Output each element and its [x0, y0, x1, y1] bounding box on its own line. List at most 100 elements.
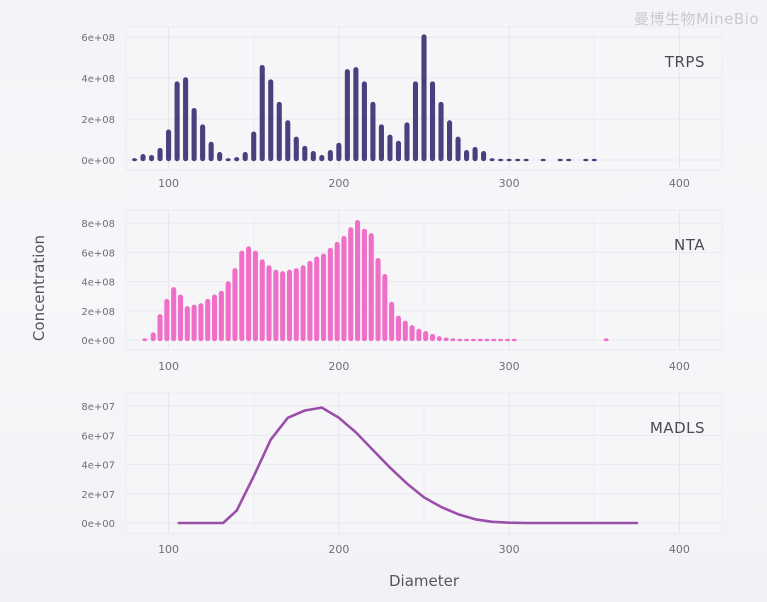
bar-nta [436, 336, 442, 342]
bar-nta [259, 259, 265, 342]
bar-nta [320, 253, 327, 342]
bar-nta [266, 265, 272, 342]
bar-trps [174, 81, 180, 162]
bar-trps [183, 77, 189, 162]
y-tick-label: 8e+07 [81, 402, 115, 413]
bar-trps [378, 124, 384, 162]
bar-trps [259, 65, 265, 162]
bar-nta [157, 314, 163, 342]
bar-nta [314, 256, 320, 342]
bar-nta [239, 250, 245, 342]
bar-nta [484, 338, 490, 342]
bar-trps [498, 158, 504, 162]
bar-nta [334, 241, 340, 342]
bar-trps [446, 120, 453, 162]
bar-nta [225, 281, 231, 342]
bar-nta [198, 303, 204, 342]
bar-nta [300, 265, 306, 342]
bar-nta [211, 294, 218, 342]
bar-nta [389, 301, 395, 342]
x-tick-label: 200 [328, 177, 349, 190]
bar-nta [464, 338, 470, 342]
bar-trps [251, 131, 257, 162]
bar-trps [268, 79, 274, 162]
bar-trps [361, 81, 367, 162]
bar-trps [217, 151, 223, 162]
bar-trps [429, 81, 436, 162]
bar-trps [472, 146, 478, 162]
bar-nta [280, 271, 286, 342]
x-tick-label: 400 [669, 543, 690, 556]
bar-trps [481, 150, 487, 162]
bar-nta [150, 332, 156, 342]
x-axis-title: Diameter [389, 572, 460, 590]
bar-nta [498, 338, 504, 342]
bar-trps [395, 140, 402, 162]
panel-label-nta: NTA [674, 236, 705, 254]
y-tick-label: 2e+07 [81, 490, 115, 501]
x-tick-label: 400 [669, 177, 690, 190]
bar-nta [511, 338, 517, 342]
bar-nta [382, 274, 388, 342]
series-line-madls [177, 406, 639, 525]
bar-trps [285, 120, 291, 162]
bar-trps [506, 158, 512, 162]
bar-trps [523, 158, 529, 162]
y-tick-label: 0e+00 [81, 156, 115, 167]
x-tick-label: 200 [328, 543, 349, 556]
bar-nta [273, 269, 279, 342]
bar-nta [205, 298, 211, 342]
bar-nta [232, 268, 238, 342]
bar-trps [404, 122, 410, 162]
bar-trps [140, 154, 146, 162]
bar-trps [515, 158, 521, 162]
bar-trps [455, 136, 461, 162]
bar-trps [327, 149, 333, 162]
bar-nta [368, 233, 374, 342]
bar-trps [234, 157, 240, 162]
bar-nta [402, 320, 408, 342]
y-tick-label: 4e+08 [81, 278, 115, 289]
bar-nta [286, 269, 293, 342]
bar-nta [429, 333, 436, 342]
bar-trps [208, 141, 214, 162]
bar-nta [416, 328, 422, 342]
bar-nta [246, 246, 252, 342]
bar-nta [375, 257, 381, 342]
x-tick-label: 100 [158, 177, 179, 190]
bar-trps [166, 129, 172, 162]
bar-nta [218, 290, 224, 342]
bar-trps [489, 158, 495, 162]
watermark: 曼博生物MineBio [634, 10, 759, 28]
bar-trps [225, 158, 231, 162]
bar-nta [491, 338, 497, 342]
y-tick-label: 6e+08 [81, 248, 115, 259]
x-tick-label: 300 [499, 360, 520, 373]
bar-trps [200, 124, 206, 162]
x-tick-label: 100 [158, 543, 179, 556]
y-tick-label: 4e+08 [81, 74, 115, 85]
bar-nta [423, 330, 429, 342]
bar-nta [504, 338, 510, 342]
bar-trps [540, 158, 546, 162]
x-tick-label: 200 [328, 360, 349, 373]
bar-nta [184, 306, 190, 342]
panel-label-trps: TRPS [664, 53, 705, 71]
bar-trps [387, 134, 393, 162]
bar-nta [443, 337, 449, 342]
bar-trps [131, 158, 138, 162]
y-tick-label: 8e+08 [81, 219, 115, 230]
bar-nta [252, 250, 258, 342]
bar-trps [438, 101, 444, 162]
bar-nta [177, 294, 184, 342]
bar-nta [450, 338, 456, 342]
y-axis-title: Concentration [30, 235, 48, 341]
bar-trps [353, 67, 359, 162]
bar-trps [566, 158, 572, 162]
bar-nta [477, 338, 483, 342]
bar-nta [395, 315, 402, 342]
bar-nta [327, 247, 333, 342]
bar-trps [148, 155, 155, 162]
bar-nta [341, 236, 347, 342]
bar-trps [276, 101, 282, 162]
